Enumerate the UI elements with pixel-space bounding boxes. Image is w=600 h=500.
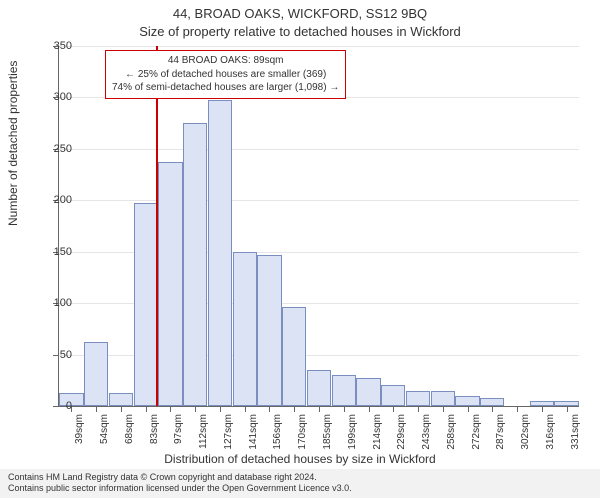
histogram-bar [183,123,207,406]
histogram-bar [158,162,182,406]
x-tick [418,406,419,412]
histogram-bar [134,203,158,406]
x-tick-label: 258sqm [446,414,457,450]
x-tick [220,406,221,412]
x-tick [517,406,518,412]
x-tick [170,406,171,412]
x-tick-label: 39sqm [74,414,85,444]
x-tick-label: 302sqm [520,414,531,450]
histogram-bar [84,342,108,406]
x-tick-label: 83sqm [149,414,160,444]
x-tick [146,406,147,412]
x-axis-title: Distribution of detached houses by size … [0,452,600,466]
x-tick-label: 170sqm [297,414,308,450]
chart-title-subtitle: Size of property relative to detached ho… [0,24,600,39]
x-tick-label: 68sqm [124,414,135,444]
x-tick-label: 272sqm [471,414,482,450]
footer-line: Contains HM Land Registry data © Crown c… [8,472,592,484]
y-tick-label: 350 [32,40,72,52]
x-tick [319,406,320,412]
attribution-footer: Contains HM Land Registry data © Crown c… [0,469,600,498]
x-tick [269,406,270,412]
x-tick [369,406,370,412]
y-tick-label: 200 [32,194,72,206]
x-tick [393,406,394,412]
x-tick-label: 316sqm [545,414,556,450]
y-tick-label: 0 [32,400,72,412]
y-axis-title: Number of detached properties [6,61,20,226]
y-tick-label: 50 [32,349,72,361]
plot-area [58,46,579,407]
histogram-bar [381,385,405,406]
y-tick-label: 100 [32,297,72,309]
annotation-line: ← 25% of detached houses are smaller (36… [112,68,339,82]
histogram-bar [109,393,133,406]
x-tick-label: 214sqm [372,414,383,450]
x-tick [195,406,196,412]
grid-line [59,149,579,150]
histogram-bar [208,100,232,407]
x-tick [294,406,295,412]
x-tick-label: 199sqm [347,414,358,450]
x-tick [443,406,444,412]
footer-line: Contains public sector information licen… [8,483,592,495]
x-tick-label: 54sqm [99,414,110,444]
histogram-bar [332,375,356,406]
grid-line [59,200,579,201]
histogram-bar [356,378,380,406]
histogram-bar [282,307,306,406]
histogram-bar [257,255,281,406]
histogram-bar [406,391,430,406]
x-tick [245,406,246,412]
x-tick [96,406,97,412]
annotation-box: 44 BROAD OAKS: 89sqm ← 25% of detached h… [105,50,346,99]
histogram-bar [455,396,479,406]
histogram-bar [233,252,257,406]
x-tick-label: 331sqm [570,414,581,450]
chart-title-address: 44, BROAD OAKS, WICKFORD, SS12 9BQ [0,6,600,21]
x-tick-label: 185sqm [322,414,333,450]
subject-marker-line [156,46,158,406]
histogram-bar [480,398,504,406]
x-tick [567,406,568,412]
x-tick-label: 141sqm [248,414,259,450]
x-tick-label: 243sqm [421,414,432,450]
x-tick-label: 112sqm [198,414,209,449]
x-tick-label: 156sqm [272,414,283,450]
histogram-bar [307,370,331,406]
annotation-line: 44 BROAD OAKS: 89sqm [112,54,339,68]
x-tick [121,406,122,412]
y-tick-label: 150 [32,246,72,258]
x-tick-label: 127sqm [223,414,234,450]
x-tick [344,406,345,412]
y-tick-label: 250 [32,143,72,155]
x-tick-label: 97sqm [173,414,184,444]
y-tick-label: 300 [32,91,72,103]
x-tick [468,406,469,412]
histogram-bar [431,391,455,406]
chart-container: { "title_line1": "44, BROAD OAKS, WICKFO… [0,0,600,500]
x-tick-label: 287sqm [495,414,506,450]
annotation-line: 74% of semi-detached houses are larger (… [112,81,339,95]
x-tick-label: 229sqm [396,414,407,450]
x-tick [542,406,543,412]
grid-line [59,46,579,47]
x-tick [492,406,493,412]
